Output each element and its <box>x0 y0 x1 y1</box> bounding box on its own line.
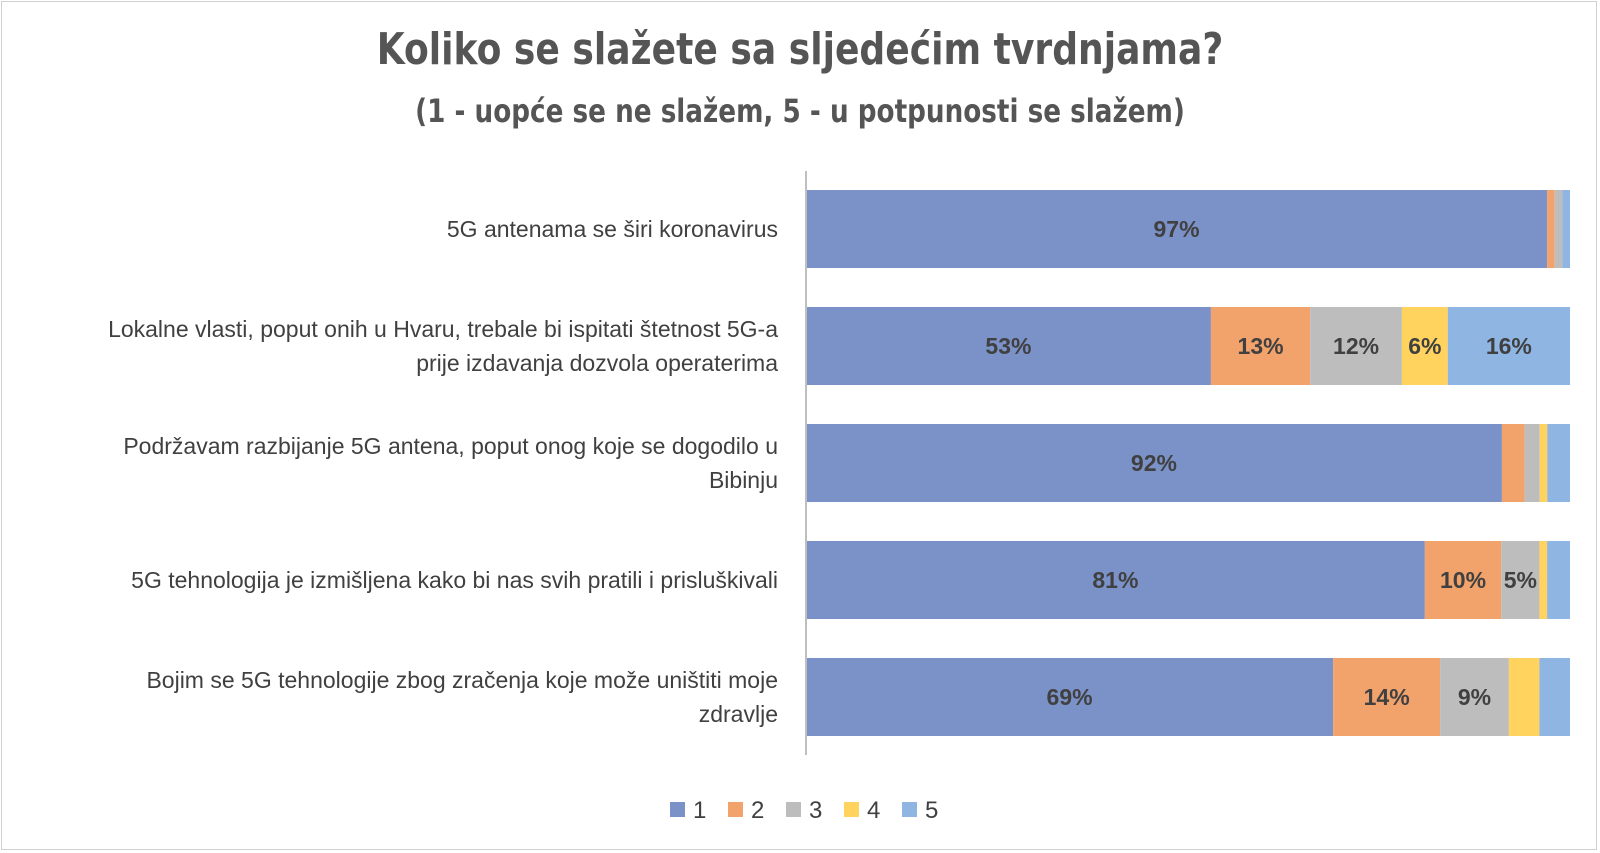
bar-segment-2 <box>1501 424 1525 502</box>
category-label: Bojim se 5G tehnologije zbog zračenja ko… <box>146 667 778 693</box>
bar-segment-4 <box>1401 307 1448 385</box>
bar-segment-1 <box>806 190 1548 268</box>
legend-label: 5 <box>925 797 938 824</box>
data-label: 6% <box>1408 333 1441 359</box>
data-label: 9% <box>1458 684 1491 710</box>
bar-segment-2 <box>1424 541 1502 619</box>
category-label: Podržavam razbijanje 5G antena, poput on… <box>123 433 778 459</box>
legend-label: 2 <box>751 797 764 824</box>
legend-label: 3 <box>809 797 822 824</box>
bar-segment-1 <box>806 307 1211 385</box>
bar-segment-1 <box>806 424 1502 502</box>
bar-segment-4 <box>1539 424 1548 502</box>
bar-segment-1 <box>806 541 1425 619</box>
chart-title: Koliko se slažete sa sljedećim tvrdnjama… <box>376 24 1224 75</box>
bar-segment-5 <box>1547 541 1570 619</box>
category-labels: 5G antenama se širi koronavirus Lokalne v… <box>108 216 778 727</box>
bar-segment-4 <box>1508 658 1540 736</box>
bar-segment-1 <box>806 658 1334 736</box>
legend-label: 1 <box>693 797 706 824</box>
data-label: 53% <box>985 333 1031 359</box>
category-label: Bibinju <box>709 467 778 493</box>
bar-segment-3 <box>1554 190 1563 268</box>
legend-swatch <box>902 802 917 817</box>
data-label: 12% <box>1333 333 1379 359</box>
legend-label: 4 <box>867 797 880 824</box>
bar-segment-5 <box>1447 307 1570 385</box>
category-label: 5G tehnologija je izmišljena kako bi nas… <box>131 567 778 593</box>
bar-segment-5 <box>1539 658 1570 736</box>
chart-subtitle: (1 - uopće se ne slažem, 5 - u potpunost… <box>415 92 1185 130</box>
category-label: zdravlje <box>699 701 778 727</box>
bar-segment-2 <box>1333 658 1441 736</box>
category-label: prije izdavanja dozvola operaterima <box>416 350 778 376</box>
bar-segment-3 <box>1524 424 1540 502</box>
bar-segment-5 <box>1547 424 1570 502</box>
data-label: 16% <box>1486 333 1532 359</box>
bar-segment-2 <box>1210 307 1311 385</box>
data-label: 92% <box>1131 450 1177 476</box>
bar-segment-5 <box>1562 190 1570 268</box>
bar-segment-3 <box>1440 658 1509 736</box>
bar-segment-3 <box>1501 541 1540 619</box>
data-label: 5% <box>1504 567 1537 593</box>
data-label: 10% <box>1440 567 1486 593</box>
data-label: 81% <box>1092 567 1138 593</box>
category-label: 5G antenama se širi koronavirus <box>447 216 778 242</box>
legend-swatch <box>786 802 801 817</box>
data-label: 14% <box>1364 684 1410 710</box>
bar-segment-4 <box>1539 541 1548 619</box>
legend-swatch <box>670 802 685 817</box>
data-label: 69% <box>1047 684 1093 710</box>
data-label: 97% <box>1154 216 1200 242</box>
legend: 1 2 3 4 5 <box>670 797 938 824</box>
bar-segment-2 <box>1547 190 1555 268</box>
legend-swatch <box>844 802 859 817</box>
data-label: 13% <box>1238 333 1284 359</box>
legend-swatch <box>728 802 743 817</box>
category-label: Lokalne vlasti, poput onih u Hvaru, treb… <box>108 316 778 342</box>
bar-segment-3 <box>1310 307 1402 385</box>
bars-group: 97% 53% 13% 12% 6% 16% 92% 81% 10% 5% 69% 14% 9% <box>806 190 1570 736</box>
